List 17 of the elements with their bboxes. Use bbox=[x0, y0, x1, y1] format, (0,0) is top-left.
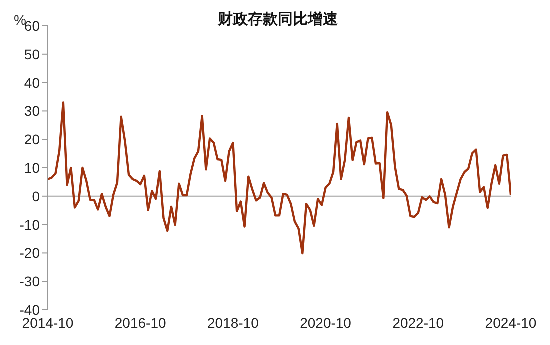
y-tick-label: -30 bbox=[20, 274, 40, 290]
x-tick-label: 2022-10 bbox=[392, 314, 444, 331]
y-tick-label: 20 bbox=[24, 132, 40, 148]
x-tick-label: 2024-10 bbox=[485, 314, 537, 331]
y-tick-label: 50 bbox=[24, 46, 40, 62]
y-tick-label: -10 bbox=[20, 216, 40, 233]
y-tick-label: 10 bbox=[24, 160, 40, 176]
x-tick-label: 2018-10 bbox=[208, 314, 260, 331]
x-tick-label: 2016-10 bbox=[114, 314, 166, 331]
x-tick-label: 2020-10 bbox=[300, 314, 352, 331]
y-axis-title: % bbox=[14, 12, 26, 28]
y-tick-label: 0 bbox=[32, 188, 40, 204]
y-tick-label: 30 bbox=[24, 103, 40, 120]
y-tick-label: -20 bbox=[20, 245, 40, 262]
line-series bbox=[48, 102, 511, 255]
chart-title: 财政存款同比增速 bbox=[218, 11, 338, 28]
y-tick-label: 40 bbox=[24, 74, 40, 91]
